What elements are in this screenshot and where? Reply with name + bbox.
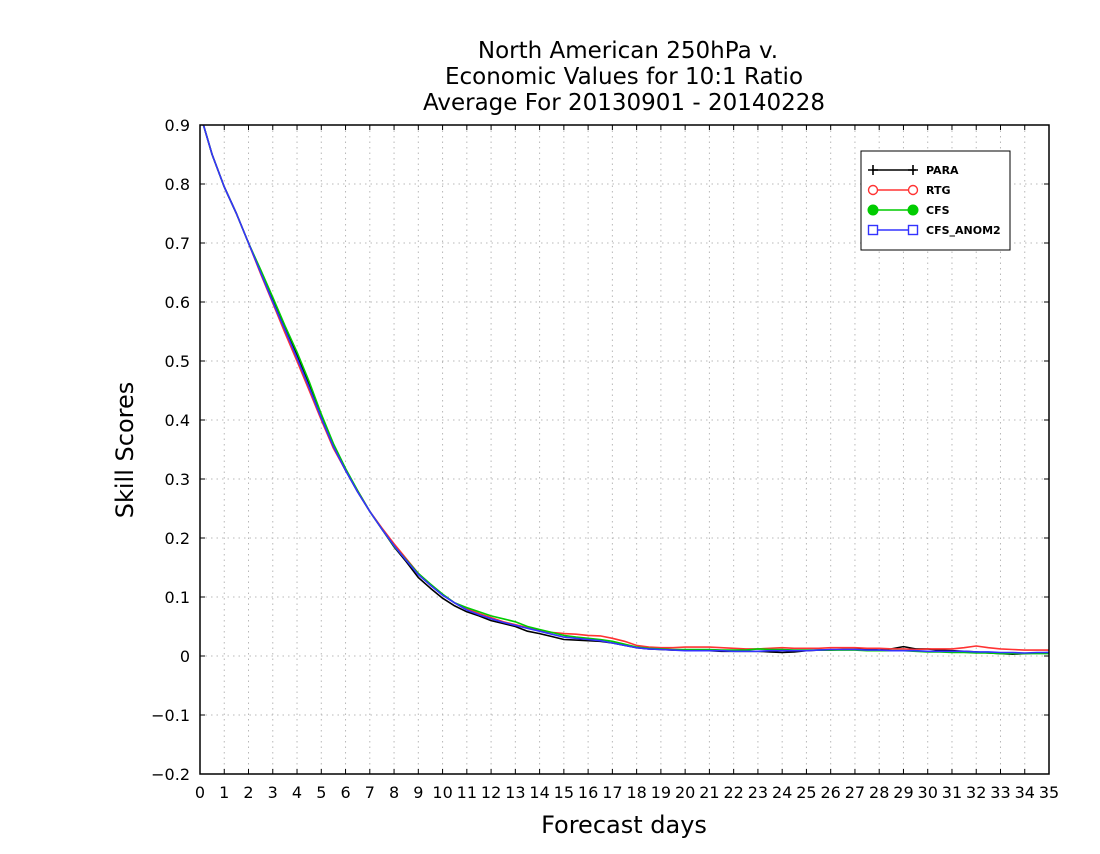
x-tick-label: 35: [1039, 783, 1059, 802]
legend-label: PARA: [926, 164, 959, 177]
series-layer: [202, 125, 1049, 656]
x-tick-label: 2: [243, 783, 253, 802]
legend-label: CFS: [926, 204, 950, 217]
x-tick-label: 1: [219, 783, 229, 802]
x-tick-label: 9: [413, 783, 423, 802]
y-tick-label: 0: [180, 647, 190, 666]
plot-area-frame: [199, 124, 1050, 775]
legend-marker-plus-icon: [868, 165, 878, 175]
x-tick-label: 5: [316, 783, 326, 802]
x-tick-label: 10: [432, 783, 452, 802]
x-tick-label: 8: [389, 783, 399, 802]
legend-marker-circle-icon: [867, 184, 879, 196]
y-tick-label: 0.2: [165, 529, 190, 548]
x-tick-label: 4: [292, 783, 302, 802]
x-tick-label: 31: [942, 783, 962, 802]
x-tick-label: 13: [505, 783, 525, 802]
x-tick-label: 32: [966, 783, 986, 802]
x-tick-label: 26: [821, 783, 841, 802]
x-tick-label: 16: [578, 783, 598, 802]
y-tick-label: 0.3: [165, 470, 190, 489]
legend-label: RTG: [926, 184, 951, 197]
x-tick-label: 21: [699, 783, 719, 802]
x-tick-label: 15: [554, 783, 574, 802]
legend-marker-circle-icon: [907, 184, 919, 196]
x-tick-label: 20: [675, 783, 695, 802]
legend-item-para: PARA: [868, 164, 959, 177]
legend-marker-square-icon: [867, 224, 879, 236]
x-tick-label: 6: [340, 783, 350, 802]
x-tick-label: 33: [990, 783, 1010, 802]
x-tick-label: 23: [748, 783, 768, 802]
x-tick-label: 7: [365, 783, 375, 802]
x-tick-label: 11: [457, 783, 477, 802]
x-tick-label: 24: [772, 783, 792, 802]
legend-marker-plus-icon: [908, 165, 918, 175]
x-tick-label: 19: [651, 783, 671, 802]
y-axis-label: Skill Scores: [111, 382, 139, 519]
y-tick-label: −0.1: [151, 706, 190, 725]
x-tick-label: 34: [1015, 783, 1035, 802]
y-tick-label: 0.4: [165, 411, 190, 430]
legend-label: CFS_ANOM2: [926, 224, 1001, 237]
chart-title-line-1: North American 250hPa v.: [478, 38, 778, 64]
x-tick-label: 29: [893, 783, 913, 802]
legend-box: [860, 150, 1011, 251]
chart-title-line-3: Average For 20130901 - 20140228: [423, 90, 825, 116]
x-tick-label: 0: [195, 783, 205, 802]
y-tick-label: −0.2: [151, 765, 190, 784]
legend-item-cfs: CFS: [867, 204, 950, 217]
legend-marker-square-icon: [907, 224, 919, 236]
x-tick-label: 25: [796, 783, 816, 802]
y-tick-label: 0.6: [165, 293, 190, 312]
y-tick-label: 0.9: [165, 116, 190, 135]
legend-marker-dot-icon: [867, 204, 879, 216]
x-tick-label: 30: [918, 783, 938, 802]
y-tick-label: 0.1: [165, 588, 190, 607]
y-tick-label: 0.5: [165, 352, 190, 371]
legend-item-rtg: RTG: [867, 184, 951, 197]
chart-title-line-2: Economic Values for 10:1 Ratio: [445, 64, 803, 90]
legend-items: PARA RTG CFS CFS_ANOM2: [867, 164, 1001, 237]
x-tick-label: 28: [869, 783, 889, 802]
x-axis-label: Forecast days: [541, 811, 707, 839]
x-tick-label: 18: [626, 783, 646, 802]
x-tick-label: 17: [602, 783, 622, 802]
axis-ticks: 0 1 2 3 4 5 6 7 8 9 10 11 12 13 14 15 16 17 18 19 20 21 22 23 24…: [151, 116, 1059, 802]
legend-item-cfs-anom2: CFS_ANOM2: [867, 224, 1001, 237]
legend: PARA RTG CFS CFS_ANOM2: [860, 150, 1011, 251]
series-line-cfs-anom2: [202, 125, 1049, 654]
legend-marker-dot-icon: [907, 204, 919, 216]
x-tick-label: 22: [723, 783, 743, 802]
x-tick-label: 3: [268, 783, 278, 802]
x-tick-label: 14: [529, 783, 549, 802]
grid: [200, 125, 1049, 774]
x-tick-label: 12: [481, 783, 501, 802]
x-tick-label: 27: [845, 783, 865, 802]
y-tick-label: 0.7: [165, 234, 190, 253]
y-tick-label: 0.8: [165, 175, 190, 194]
